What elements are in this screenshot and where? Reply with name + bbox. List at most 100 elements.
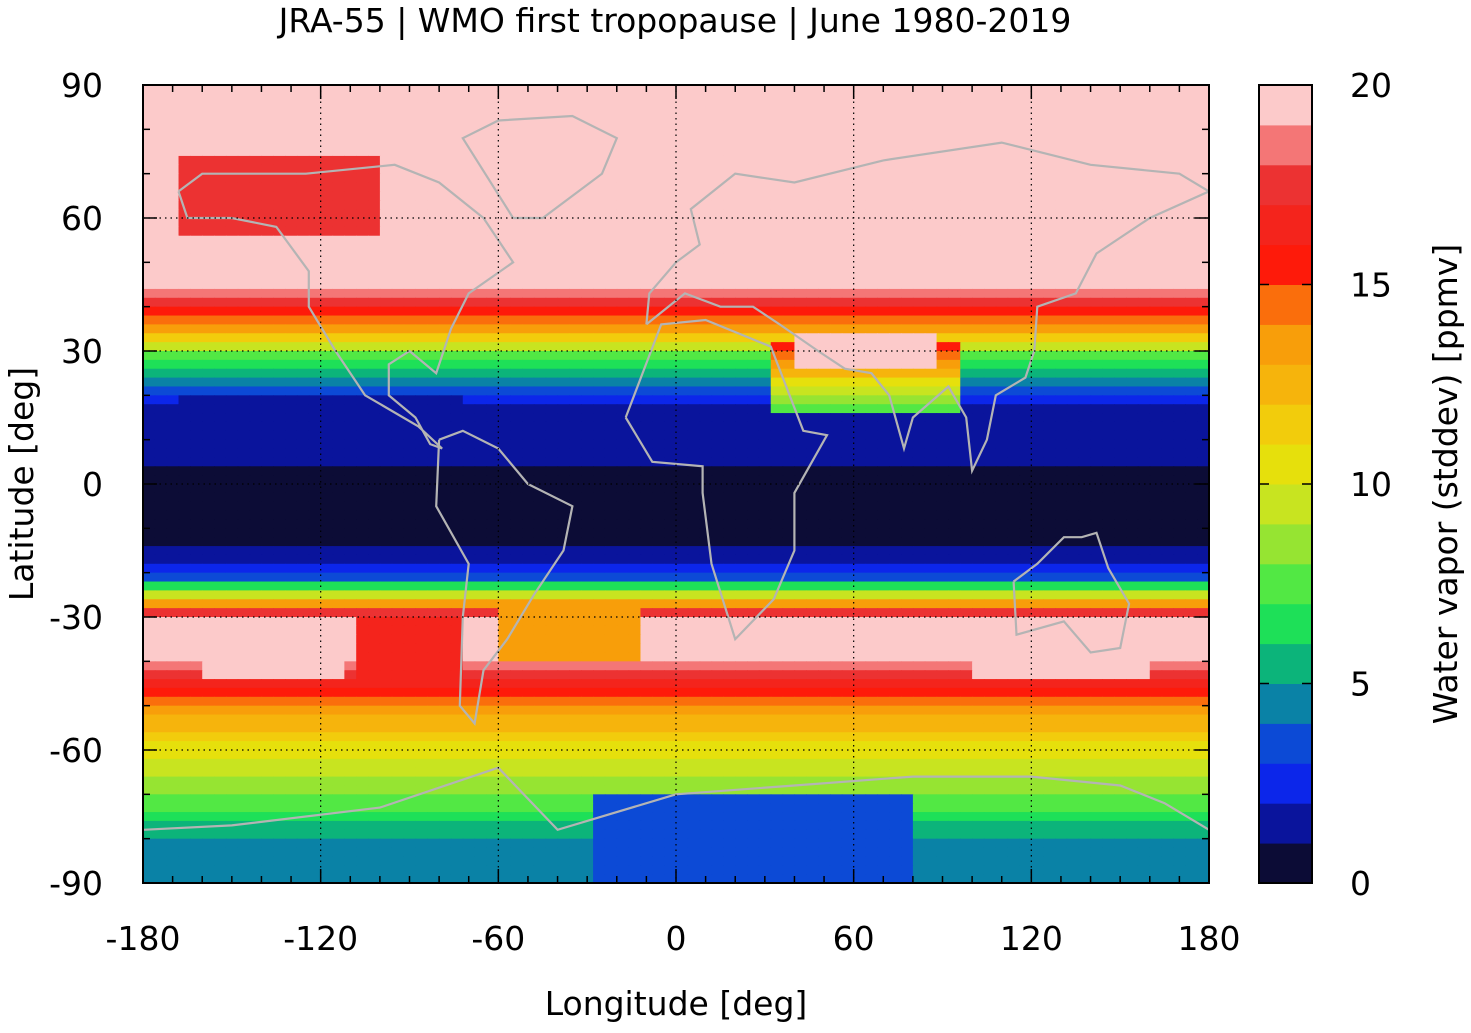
heatmap-cell [901,333,914,343]
heatmap-cell [616,377,630,388]
heatmap-cell [1066,306,1080,317]
heatmap-cell [616,448,630,458]
heatmap-cell [806,182,819,192]
heatmap-cell [1185,510,1198,521]
heatmap-cell [368,102,381,113]
heatmap-cell [983,253,997,263]
heatmap-cell [285,510,298,521]
heatmap-cell [178,554,191,565]
heatmap-cell [960,537,973,547]
heatmap-cell [687,377,701,388]
heatmap-cell [770,546,784,556]
heatmap-cell [1055,448,1068,458]
heatmap-cell [320,537,334,547]
heatmap-cell [522,386,535,396]
heatmap-cell [308,554,322,565]
heatmap-cell [723,280,736,290]
heatmap-cell [889,288,902,299]
heatmap-cell [1114,164,1127,175]
heatmap-cell [1114,191,1127,201]
heatmap-cell [735,209,748,219]
heatmap-cell [510,519,523,529]
heatmap-cell [723,528,736,538]
heatmap-cell [1066,235,1080,246]
heatmap-cell [829,147,843,157]
heatmap-cell [391,226,405,237]
heatmap-cell [1019,155,1032,166]
heatmap-cell [664,537,677,547]
heatmap-cell [912,129,926,139]
heatmap-cell [853,351,867,361]
heatmap-cell [877,484,890,494]
heatmap-cell [498,359,511,370]
heatmap-cell [1019,537,1032,547]
heatmap-cell [723,111,736,122]
heatmap-cell [1114,351,1127,361]
heatmap-cell [415,537,428,547]
heatmap-cell [1137,315,1151,325]
heatmap-cell [214,280,227,290]
heatmap-cell [450,173,464,184]
heatmap-cell [344,271,357,281]
heatmap-cell [1090,359,1103,370]
heatmap-cell [1114,537,1127,547]
heatmap-cell [912,209,926,219]
heatmap-cell [735,111,748,122]
heatmap-cell [1161,395,1175,405]
heatmap-cell [711,111,724,122]
heatmap-cell [616,306,630,317]
heatmap-cell [143,528,156,538]
heatmap-cell [877,129,890,139]
heatmap-cell [439,395,452,405]
heatmap-cell [249,554,263,565]
heatmap-cell [889,554,902,565]
heatmap-cell [320,501,334,512]
heatmap-cell [818,324,831,334]
heatmap-cell [616,492,630,503]
heatmap-cell [628,572,642,583]
heatmap-cell [154,93,168,104]
heatmap-cell [995,421,1009,432]
heatmap-cell [332,457,345,467]
heatmap-cell [664,120,677,130]
heatmap-cell [356,413,369,423]
heatmap-cell [308,280,322,290]
heatmap-cell [368,510,381,521]
heatmap-cell [936,395,950,405]
heatmap-cell [628,226,642,237]
heatmap-cell [391,537,405,547]
heatmap-cell [1090,129,1103,139]
heatmap-cell [616,297,630,308]
heatmap-cell [1043,430,1056,441]
heatmap-cell [628,164,642,175]
heatmap-cell [320,439,334,450]
heatmap-cell [711,484,724,494]
heatmap-cell [225,342,239,352]
heatmap-cell [818,475,831,485]
heatmap-cell [1102,244,1115,255]
heatmap-cell [1137,546,1151,556]
heatmap-cell [687,271,701,281]
heatmap-cell [687,368,701,379]
heatmap-cell [699,413,713,423]
heatmap-cell [841,147,855,157]
heatmap-cell [581,288,594,299]
heatmap-cell [190,475,203,485]
heatmap-cell [474,191,488,201]
heatmap-cell [154,209,168,219]
heatmap-cell [474,209,488,219]
heatmap-cell [794,404,807,414]
heatmap-cell [1114,359,1127,370]
heatmap-cell [368,342,381,352]
heatmap-cell [415,288,428,299]
heatmap-cell [676,554,689,565]
heatmap-cell [1197,147,1209,157]
heatmap-cell [1066,333,1080,343]
heatmap-cell [545,306,559,317]
heatmap-cell [770,271,784,281]
heatmap-cell [735,413,748,423]
heatmap-cell [415,200,428,210]
heatmap-cell [1055,191,1068,201]
heatmap-cell [368,271,381,281]
heatmap-cell [1078,395,1092,405]
